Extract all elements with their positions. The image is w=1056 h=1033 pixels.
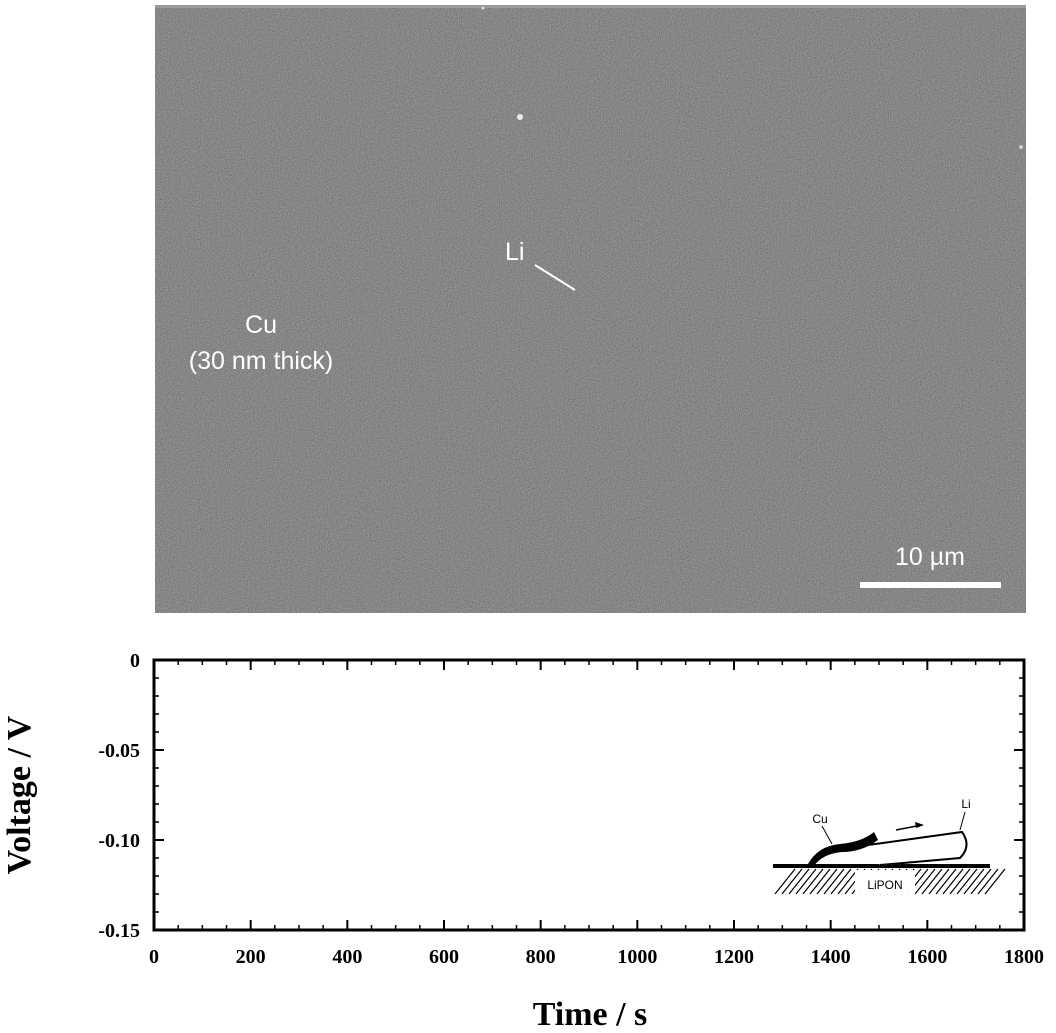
hatch-line — [774, 868, 796, 895]
y-tick-label: -0.05 — [98, 740, 140, 762]
hatch-line — [970, 868, 992, 895]
sem-micrograph: Cu (30 nm thick) Li 10 µm — [155, 5, 1026, 613]
hatch-line — [823, 868, 845, 895]
hatch-line — [788, 868, 810, 895]
hatch-line — [935, 868, 957, 895]
x-tick-label: 800 — [526, 946, 556, 968]
hatch-line — [816, 868, 838, 895]
inset-label-cu: Cu — [812, 812, 827, 826]
hatch-line — [921, 868, 943, 895]
hatch-line — [949, 868, 971, 895]
y-axis-title: Voltage / V — [1, 715, 38, 874]
inset-li-electrode — [867, 830, 968, 866]
hatch-line — [802, 868, 824, 895]
x-tick-label: 1400 — [811, 946, 851, 968]
inset-lipon-box — [855, 870, 915, 894]
inset-li-leader — [959, 811, 966, 831]
sem-grain-texture — [155, 5, 1026, 613]
hatch-line — [928, 868, 950, 895]
hatch-line — [984, 868, 1006, 895]
x-tick-label: 200 — [236, 946, 266, 968]
sem-speck — [517, 114, 523, 120]
inset-label-lipon: LiPON — [867, 878, 902, 892]
x-tick-label: 600 — [429, 946, 459, 968]
y-tick-label: 0 — [130, 650, 140, 672]
scale-bar — [860, 582, 1001, 588]
hatch-line — [942, 868, 964, 895]
hatch-line — [795, 868, 817, 895]
sem-speck — [1019, 145, 1023, 149]
li-pointer-line — [534, 264, 576, 291]
scale-bar-label: 10 µm — [895, 543, 965, 571]
inset-label-li: Li — [961, 797, 970, 811]
inset-cu-leader — [821, 825, 833, 845]
inset-arrow-head — [915, 822, 924, 828]
inset-cu-film — [808, 832, 878, 866]
x-tick-label: 1600 — [907, 946, 947, 968]
x-tick-label: 0 — [149, 946, 159, 968]
label-li: Li — [505, 238, 524, 266]
x-tick-label: 1200 — [714, 946, 754, 968]
x-tick-label: 1800 — [1004, 946, 1044, 968]
plot-frame — [152, 658, 1026, 932]
y-tick-label: -0.15 — [98, 920, 140, 942]
sem-top-edge — [155, 5, 1026, 8]
x-tick-label: 400 — [332, 946, 362, 968]
hatch-line — [837, 868, 859, 895]
sem-speck — [481, 6, 485, 10]
x-tick-label: 1000 — [617, 946, 657, 968]
label-cu-thickness: (30 nm thick) — [189, 347, 333, 375]
inset-schematic: LiPON Cu Li — [773, 797, 1006, 895]
x-axis-title: Time / s — [533, 996, 648, 1033]
hatch-line — [956, 868, 978, 895]
hatch-line — [914, 868, 936, 895]
hatch-line — [963, 868, 985, 895]
y-tick-label: -0.10 — [98, 830, 140, 852]
chart-tick-labels: 0 200 400 600 800 1000 1200 1400 1600 1800 0 -0.05 -… — [98, 650, 1044, 968]
hatch-line — [977, 868, 999, 895]
voltage-time-chart: 0 200 400 600 800 1000 1200 1400 1600 1800 0 -0.05 -… — [1, 650, 1044, 1033]
label-cu: Cu — [245, 311, 277, 339]
hatch-line — [809, 868, 831, 895]
hatch-line — [830, 868, 852, 895]
hatch-line — [781, 868, 803, 895]
